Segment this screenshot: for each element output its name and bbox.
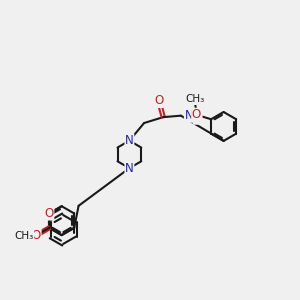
Text: O: O (154, 94, 164, 107)
Text: O: O (32, 229, 41, 242)
Text: NH: NH (184, 109, 202, 122)
Text: H: H (193, 114, 201, 124)
Text: O: O (192, 108, 201, 121)
Text: CH₃: CH₃ (14, 231, 34, 241)
Text: O: O (44, 207, 54, 220)
Text: N: N (125, 162, 134, 175)
Text: N: N (125, 134, 134, 147)
Text: CH₃: CH₃ (185, 94, 205, 104)
